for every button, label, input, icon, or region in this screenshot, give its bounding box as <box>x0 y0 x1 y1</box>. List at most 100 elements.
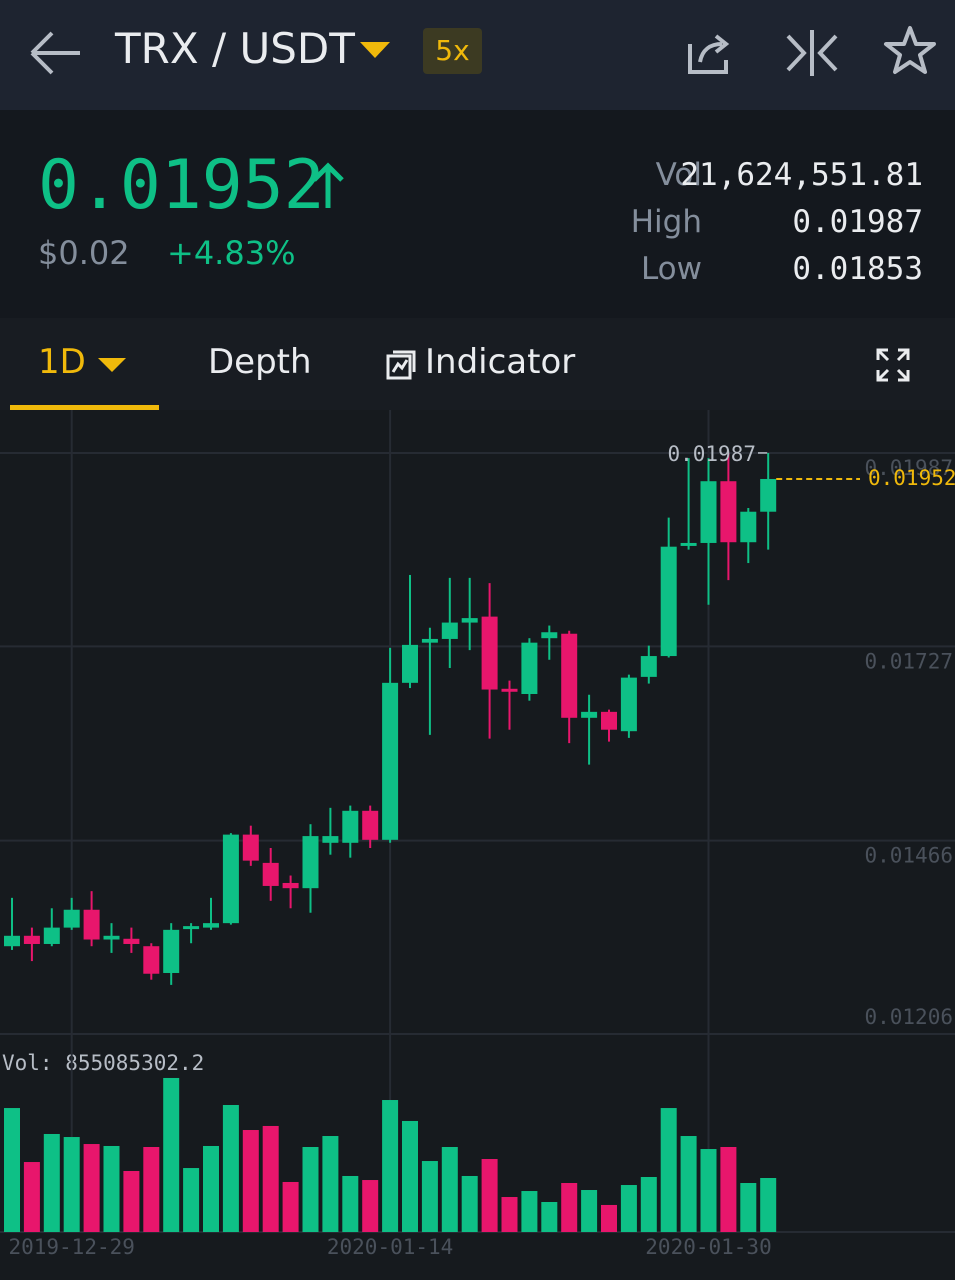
volume-bar <box>421 1161 438 1232</box>
volume-bar <box>4 1108 20 1232</box>
volume-bar <box>242 1130 259 1232</box>
tab-underline <box>10 405 159 410</box>
volume-bar <box>183 1168 200 1232</box>
volume-bar <box>501 1197 518 1232</box>
stat-value: 0.01853 <box>792 251 923 287</box>
volume-bar <box>43 1133 60 1232</box>
volume-bar <box>481 1158 498 1232</box>
candle-body <box>163 929 180 973</box>
compare-button[interactable] <box>786 30 838 76</box>
candle-body <box>441 622 458 639</box>
stat-labels: Vol High Low <box>631 152 702 293</box>
up-arrow <box>312 162 344 208</box>
chart: Vol: 855085302.2 0.01987 0.01727 0.01466 0.… <box>0 410 955 1259</box>
candle-body <box>342 810 359 843</box>
candle-body <box>282 882 299 889</box>
tab-interval[interactable]: 1D <box>38 342 86 382</box>
candle-body <box>660 546 677 657</box>
candle-body <box>700 481 717 543</box>
pair-title[interactable]: TRX / USDT <box>115 24 355 73</box>
volume-bar <box>640 1176 657 1232</box>
volume-bar <box>322 1136 339 1232</box>
price-usd: $0.02 <box>38 234 130 272</box>
stat-value: 0.01987 <box>792 204 923 240</box>
volume-bar <box>23 1162 40 1232</box>
y-tick-label: 0.01987 <box>864 456 953 480</box>
volume-bar <box>461 1175 478 1232</box>
candle-body <box>382 682 399 840</box>
candle-body <box>143 946 160 974</box>
candle-body <box>362 810 379 840</box>
candle-body <box>581 711 598 718</box>
candle-body <box>43 927 60 944</box>
tab-bar: 1D Depth Indicator <box>0 318 955 410</box>
y-tick-label: 0.01727 <box>864 649 953 673</box>
volume-bar <box>163 1077 180 1232</box>
volume-bar <box>740 1182 757 1232</box>
candle-body <box>322 836 339 843</box>
high-marker-label: 0.01987 <box>667 442 756 466</box>
candle-body <box>640 656 657 677</box>
share-button[interactable] <box>686 28 734 76</box>
back-button[interactable] <box>28 28 84 78</box>
volume-bar <box>760 1178 777 1232</box>
volume-bar <box>83 1144 100 1232</box>
candle-body <box>123 938 140 944</box>
candle-body <box>521 642 538 694</box>
stat-values: 21,624,551.81 0.01987 0.01853 <box>680 152 923 293</box>
stat-label: Vol <box>655 157 702 193</box>
tab-depth[interactable]: Depth <box>208 342 312 382</box>
candle-body <box>183 926 200 930</box>
volume-bar <box>521 1191 538 1232</box>
volume-bar <box>402 1120 418 1232</box>
favorite-button[interactable] <box>882 24 938 78</box>
candle-body <box>222 834 239 924</box>
candle-body <box>203 923 219 928</box>
candle-body <box>302 836 319 889</box>
candle-body <box>23 935 40 944</box>
volume-bar <box>581 1190 598 1232</box>
pair-dropdown[interactable] <box>358 40 392 60</box>
last-price: 0.01952 <box>38 146 325 225</box>
top-bar: TRX / USDT 5x <box>0 0 955 110</box>
volume-bar <box>222 1105 239 1232</box>
candle-body <box>561 633 578 718</box>
volume-bar <box>700 1149 717 1232</box>
price-change: +4.83% <box>167 234 296 272</box>
volume-bar <box>382 1100 399 1232</box>
volume-bar <box>362 1180 379 1232</box>
candle-body <box>103 935 120 940</box>
volume-bar <box>302 1146 319 1232</box>
candle-body <box>760 478 777 512</box>
y-tick-label: 0.01466 <box>864 844 953 868</box>
volume-bar <box>680 1136 697 1232</box>
candle-body <box>63 909 80 928</box>
x-tick-label: 2019-12-29 <box>8 1235 134 1259</box>
stat-value: 21,624,551.81 <box>680 157 923 193</box>
volume-bar <box>282 1181 299 1232</box>
y-tick-label: 0.01206 <box>864 1005 953 1029</box>
stat-label: High <box>630 204 702 240</box>
volume-bar <box>143 1146 160 1232</box>
candle-body <box>620 677 637 732</box>
volume-bar <box>660 1108 677 1232</box>
candle-body <box>720 481 737 543</box>
volume-bar <box>342 1175 359 1232</box>
volume-label: Vol: 855085302.2 <box>2 1051 204 1075</box>
volume-bar <box>63 1137 80 1232</box>
fullscreen-button[interactable] <box>876 348 910 382</box>
volume-bar <box>561 1182 578 1232</box>
x-tick-label: 2020-01-14 <box>327 1235 453 1259</box>
last-price-label: 0.01952 <box>868 466 955 490</box>
candle-body <box>740 511 757 543</box>
candle-body <box>461 618 478 623</box>
volume-bar <box>123 1170 140 1232</box>
volume-bar <box>601 1204 617 1232</box>
candle-body <box>501 688 518 692</box>
tab-indicator[interactable]: Indicator <box>425 342 576 382</box>
x-tick-label: 2020-01-30 <box>645 1235 771 1259</box>
interval-dropdown[interactable] <box>96 356 128 374</box>
volume-bar <box>541 1202 558 1232</box>
volume-bar <box>203 1145 219 1232</box>
volume-bar <box>262 1125 279 1232</box>
